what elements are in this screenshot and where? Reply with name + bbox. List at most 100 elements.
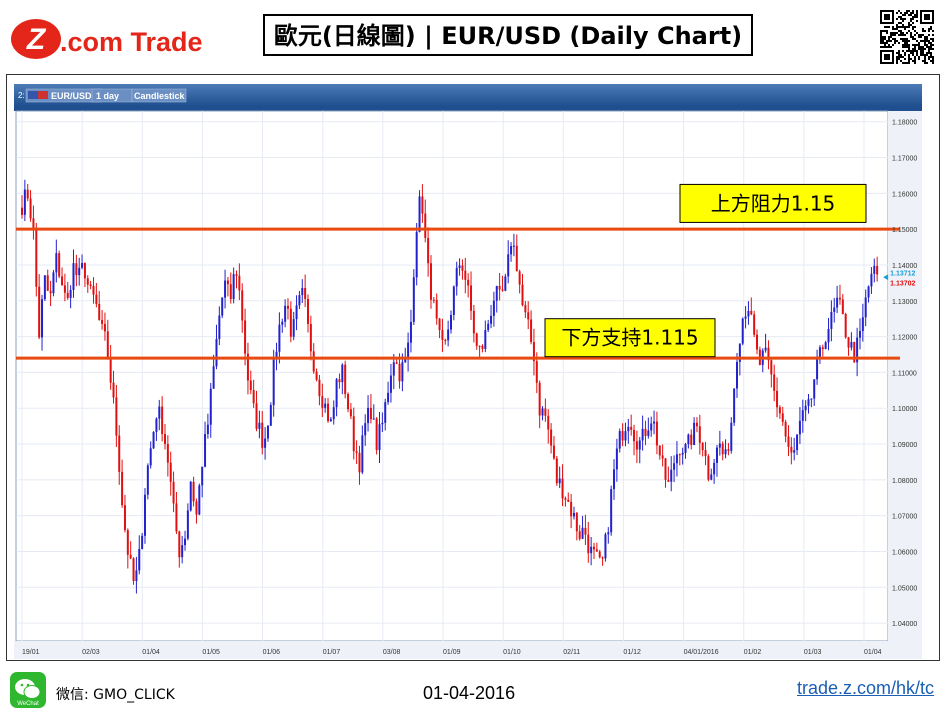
- candle-body: [655, 421, 658, 446]
- candle-body: [495, 285, 498, 301]
- y-tick-label: 1.09000: [892, 442, 917, 449]
- candle-body: [773, 374, 776, 391]
- candle-body: [604, 534, 607, 559]
- candle-body: [289, 308, 292, 337]
- candle-body: [507, 254, 510, 277]
- candle-body: [578, 531, 581, 539]
- candle-body: [261, 422, 264, 448]
- timeframe-label: 1 day: [96, 91, 119, 101]
- chart-area: 2: EUR/USD 1 day Candlestick 上方阻力1.15 下方支…: [14, 84, 922, 659]
- candle-body: [744, 316, 747, 319]
- candle-body: [175, 503, 178, 532]
- candle-body: [598, 551, 601, 558]
- candle-body: [561, 478, 564, 499]
- candle-body: [269, 405, 272, 426]
- candle-body: [776, 390, 779, 408]
- candle-body: [721, 443, 724, 455]
- wechat-icon[interactable]: WeChat: [10, 672, 46, 708]
- candle-body: [693, 422, 696, 445]
- candle-body: [710, 474, 713, 480]
- candle-body: [244, 320, 247, 354]
- candle-body: [753, 314, 756, 335]
- candle-body: [298, 295, 301, 306]
- candle-body: [461, 265, 464, 271]
- candle-body: [152, 431, 155, 449]
- candle-body: [784, 421, 787, 437]
- y-tick-label: 1.16000: [892, 191, 917, 198]
- candle-body: [26, 189, 29, 199]
- candle-body: [384, 402, 387, 423]
- y-tick-label: 1.07000: [892, 514, 917, 521]
- candle-body: [821, 347, 824, 350]
- toolbar-slot: 2:: [18, 91, 25, 100]
- x-tick-label: 01/07: [323, 649, 341, 656]
- candle-body: [164, 434, 166, 444]
- candle-body: [627, 426, 630, 432]
- style-tab[interactable]: [131, 88, 187, 103]
- candle-body: [429, 263, 432, 300]
- candle-body: [438, 318, 441, 330]
- candle-body: [818, 347, 821, 357]
- candle-body: [836, 297, 839, 308]
- candle-body: [327, 403, 330, 422]
- candle-body: [49, 290, 52, 294]
- resistance-label: 上方阻力1.15: [711, 191, 836, 215]
- candle-body: [558, 478, 561, 484]
- candle-body: [481, 345, 484, 349]
- support-label: 下方支持1.115: [561, 326, 698, 350]
- candle-body: [52, 272, 55, 294]
- candle-body: [650, 423, 653, 431]
- candle-body: [664, 458, 667, 480]
- candle-body: [595, 549, 598, 552]
- last-price-marker: [883, 274, 889, 281]
- candle-body: [796, 434, 799, 451]
- candle-body: [630, 426, 633, 430]
- candle-body: [209, 388, 212, 425]
- candle-body: [123, 505, 126, 531]
- x-tick-label: 01/09: [443, 649, 461, 656]
- candle-body: [358, 452, 361, 473]
- candle-body: [229, 284, 232, 300]
- candle-body: [155, 418, 158, 432]
- candle-body: [504, 276, 507, 291]
- candle-body: [272, 358, 275, 406]
- candle-body: [790, 446, 793, 453]
- candle-body: [412, 277, 415, 322]
- time-axis: [14, 641, 888, 659]
- candle-body: [32, 218, 35, 228]
- candle-body: [730, 422, 733, 451]
- chart-toolbar: [14, 84, 922, 106]
- candle-body: [810, 398, 813, 400]
- candle-body: [798, 420, 801, 435]
- candle-body: [467, 279, 470, 286]
- candle-body: [510, 246, 513, 255]
- wechat-id: 微信: GMO_CLICK: [56, 684, 175, 704]
- candle-body: [58, 253, 61, 277]
- eu-flag-icon: [28, 91, 38, 99]
- candle-body: [518, 271, 521, 285]
- y-tick-label: 1.13000: [892, 299, 917, 306]
- candle-body: [472, 310, 475, 334]
- x-tick-label: 02/03: [82, 649, 100, 656]
- candle-body: [172, 481, 175, 504]
- candle-body: [750, 310, 753, 315]
- x-tick-label: 01/12: [623, 649, 641, 656]
- candle-body: [38, 286, 41, 338]
- website-link[interactable]: trade.z.com/hk/tc: [797, 678, 935, 698]
- candle-body: [404, 357, 407, 363]
- candle-body: [401, 362, 404, 382]
- candle-body: [355, 451, 358, 453]
- candle-body: [372, 418, 375, 420]
- candle-body: [658, 445, 661, 456]
- candle-body: [367, 407, 370, 424]
- candle-body: [178, 531, 181, 558]
- candle-body: [715, 447, 718, 463]
- candle-body: [338, 379, 341, 383]
- candle-body: [192, 481, 195, 502]
- candle-body: [286, 305, 289, 309]
- candle-body: [618, 431, 621, 449]
- candle-body: [166, 443, 169, 463]
- candle-body: [126, 530, 129, 555]
- x-tick-label: 01/04: [142, 649, 160, 656]
- candle-body: [284, 305, 287, 322]
